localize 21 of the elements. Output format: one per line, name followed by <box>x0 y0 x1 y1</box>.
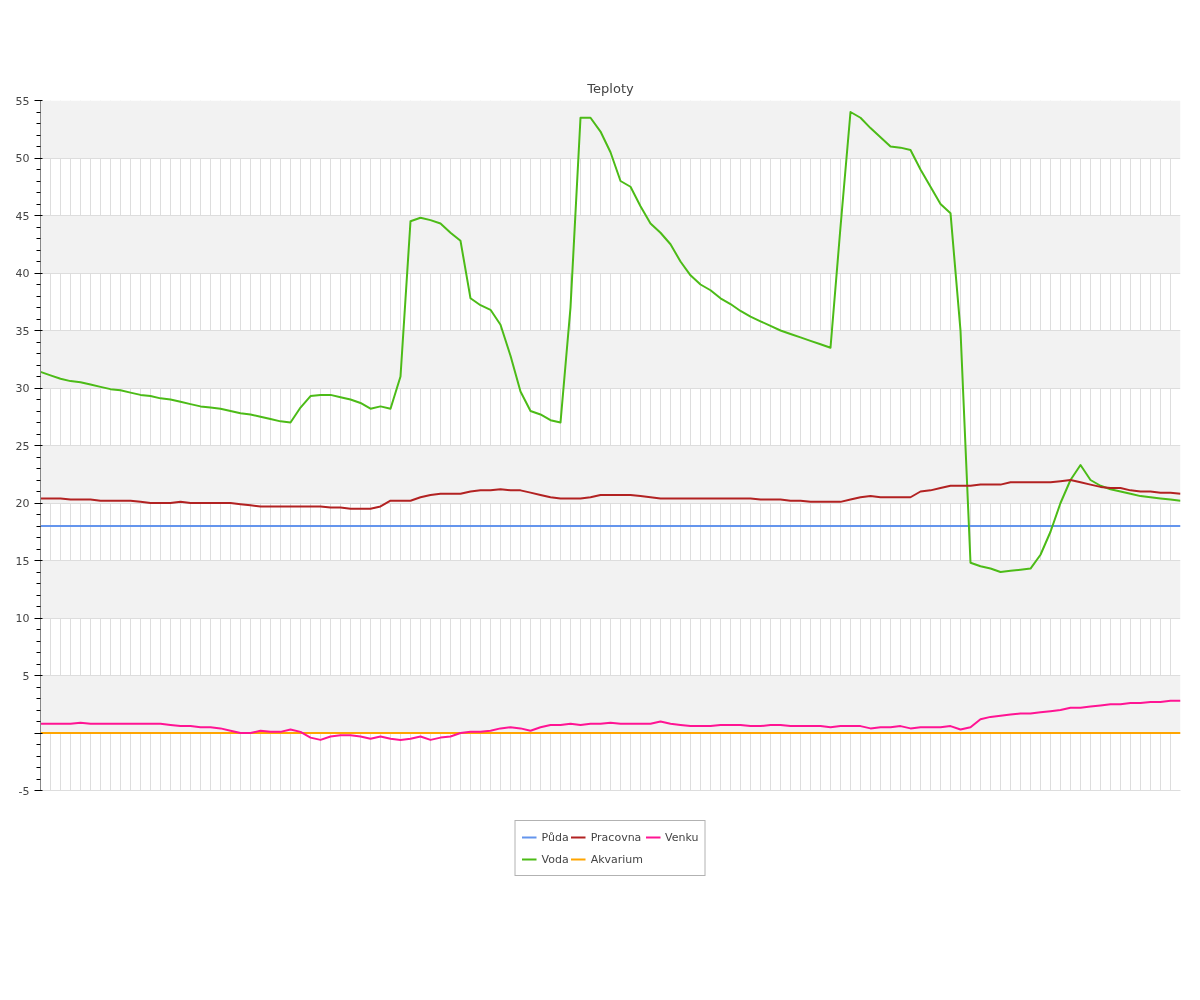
y-tick-label: 20 <box>15 497 30 510</box>
y-tick-label: 55 <box>15 94 30 108</box>
y-tick-label: 45 <box>15 209 30 223</box>
legend-label: Voda <box>541 852 569 866</box>
line-series <box>40 479 1181 510</box>
legend-label: Akvarium <box>590 852 644 866</box>
line-series <box>40 699 1181 741</box>
y-tick-label: 35 <box>15 324 30 338</box>
legend-label: Půda <box>541 830 569 844</box>
y-tick-label: 30 <box>15 382 30 395</box>
y-tick-label: 10 <box>15 612 30 625</box>
legend-label: Venku <box>665 830 699 844</box>
y-tick-label: 50 <box>15 152 30 165</box>
y-tick-label: 5 <box>22 669 30 683</box>
y-tick-label: 25 <box>15 439 30 453</box>
y-tick-label: -5 <box>18 784 30 798</box>
chart-title: Teploty <box>586 80 634 96</box>
y-tick-label: 40 <box>15 267 30 280</box>
line-series <box>40 111 1181 573</box>
legend-label: Pracovna <box>590 830 642 844</box>
y-tick-label: 15 <box>15 554 30 568</box>
